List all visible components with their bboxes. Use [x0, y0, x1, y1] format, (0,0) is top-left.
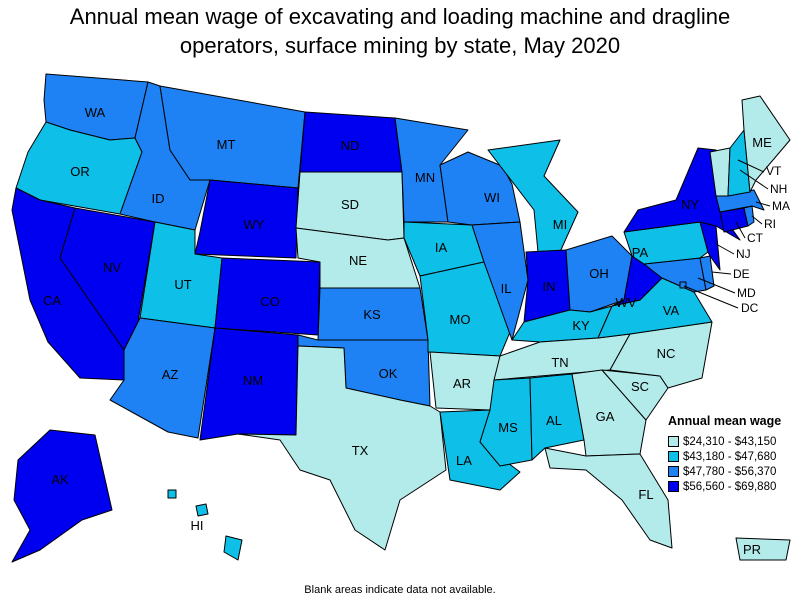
state-label-co: CO	[260, 294, 280, 309]
state-label-sd: SD	[341, 197, 359, 212]
state-label-mt: MT	[217, 137, 236, 152]
state-label-mi: MI	[553, 217, 567, 232]
map-legend: Annual mean wage $24,310 - $43,150 $43,1…	[668, 414, 798, 494]
state-az[interactable]	[109, 317, 216, 439]
state-label-az: AZ	[162, 367, 179, 382]
state-label-nj: NJ	[736, 247, 751, 261]
state-label-tn: TN	[551, 355, 568, 370]
leader-line-nh	[739, 169, 769, 190]
state-wy[interactable]	[194, 179, 299, 259]
state-mi[interactable]	[487, 139, 579, 253]
state-label-hi: HI	[191, 518, 204, 533]
state-label-ct: CT	[747, 231, 764, 245]
state-label-wi: WI	[484, 190, 500, 205]
state-label-in: IN	[543, 279, 556, 294]
state-label-la: LA	[456, 453, 472, 468]
legend-label-4: $56,560 - $69,880	[683, 480, 777, 493]
leader-line-vt	[737, 159, 765, 173]
state-label-va: VA	[663, 303, 680, 318]
state-label-wv: WV	[616, 295, 637, 310]
map-title-line-2: operators, surface mining by state, May …	[179, 33, 621, 58]
state-label-mo: MO	[450, 312, 471, 327]
state-label-nc: NC	[657, 346, 676, 361]
state-dc[interactable]	[679, 281, 687, 289]
state-label-wa: WA	[85, 105, 106, 120]
state-label-id: ID	[152, 191, 165, 206]
legend-label-3: $47,780 - $56,370	[683, 465, 777, 478]
legend-swatch-4	[668, 481, 679, 492]
legend-item-1: $24,310 - $43,150	[668, 434, 798, 449]
state-label-pr: PR	[743, 542, 761, 557]
state-label-tx: TX	[352, 443, 369, 458]
leader-line-ct	[735, 221, 746, 239]
state-label-ga: GA	[596, 409, 615, 424]
state-label-nh: NH	[770, 182, 787, 196]
state-label-mn: MN	[415, 170, 435, 185]
state-label-de: DE	[733, 267, 750, 281]
state-wi[interactable]	[439, 151, 521, 226]
footnote: Blank areas indicate data not available.	[304, 584, 496, 596]
legend-swatch-1	[668, 436, 679, 447]
legend-label-2: $43,180 - $47,680	[683, 450, 777, 463]
state-label-wy: WY	[244, 217, 265, 232]
state-label-ak: AK	[51, 472, 69, 487]
state-label-fl: FL	[638, 487, 653, 502]
legend-item-3: $47,780 - $56,370	[668, 464, 798, 479]
state-label-ok: OK	[379, 366, 398, 381]
state-label-ca: CA	[43, 293, 61, 308]
state-me[interactable]	[741, 95, 791, 193]
map-title: Annual mean wage of excavating and loadi…	[0, 2, 800, 60]
state-label-ms: MS	[498, 420, 518, 435]
leader-line-dc	[683, 285, 739, 309]
leader-line-ri	[751, 215, 763, 225]
state-label-oh: OH	[589, 266, 609, 281]
state-label-al: AL	[546, 413, 562, 428]
state-label-il: IL	[501, 281, 512, 296]
legend-title: Annual mean wage	[668, 414, 782, 428]
state-de[interactable]	[699, 255, 715, 291]
state-fl[interactable]	[544, 447, 673, 549]
state-tx[interactable]	[237, 345, 447, 551]
leader-line-nj	[715, 243, 735, 255]
leader-line-de	[711, 271, 732, 275]
state-label-ks: KS	[363, 307, 381, 322]
state-label-md: MD	[737, 286, 756, 300]
state-label-ny: NY	[681, 197, 699, 212]
state-ak[interactable]	[11, 429, 113, 563]
state-label-nv: NV	[103, 260, 121, 275]
leader-line-md	[697, 277, 736, 294]
state-label-nd: ND	[341, 138, 360, 153]
leader-line-ma	[755, 201, 771, 207]
legend-label-1: $24,310 - $43,150	[683, 435, 777, 448]
state-label-or: OR	[70, 164, 90, 179]
state-label-ma: MA	[772, 199, 790, 213]
state-label-pa: PA	[632, 245, 649, 260]
state-label-nm: NM	[243, 373, 263, 388]
legend-swatch-3	[668, 466, 679, 477]
state-label-sc: SC	[631, 379, 649, 394]
legend-item-4: $56,560 - $69,880	[668, 479, 798, 494]
state-label-vt: VT	[766, 164, 782, 178]
state-label-ne: NE	[349, 253, 367, 268]
state-pr[interactable]	[735, 537, 791, 561]
state-al[interactable]	[529, 373, 585, 461]
state-hi[interactable]	[167, 489, 243, 561]
state-ca[interactable]	[11, 187, 125, 381]
state-label-ky: KY	[572, 318, 590, 333]
state-label-ia: IA	[435, 240, 448, 255]
legend-item-2: $43,180 - $47,680	[668, 449, 798, 464]
state-il[interactable]	[471, 221, 529, 341]
state-label-ri: RI	[764, 217, 776, 231]
legend-swatch-2	[668, 451, 679, 462]
state-label-dc: DC	[741, 301, 759, 315]
state-label-ar: AR	[453, 376, 471, 391]
state-label-me: ME	[752, 135, 772, 150]
state-label-ut: UT	[174, 277, 191, 292]
map-title-line-1: Annual mean wage of excavating and loadi…	[69, 4, 731, 29]
